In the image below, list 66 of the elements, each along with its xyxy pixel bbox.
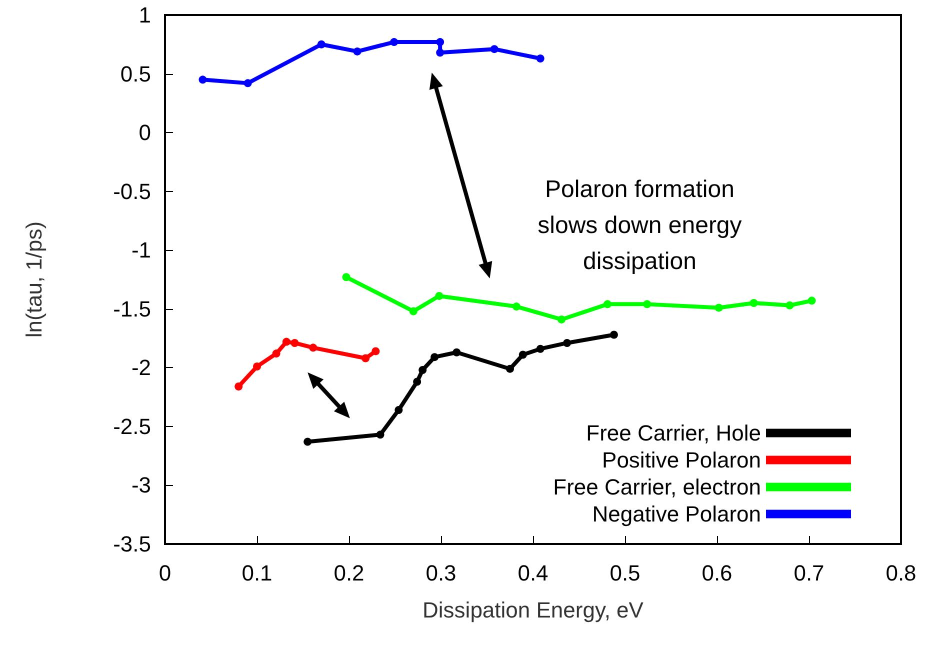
point xyxy=(304,438,312,446)
point xyxy=(394,406,403,414)
x-tick-label: 0.8 xyxy=(886,560,916,586)
point xyxy=(536,54,544,62)
legend-label: Negative Polaron xyxy=(592,502,761,526)
point xyxy=(372,347,380,356)
point xyxy=(376,430,384,439)
x-tick-label: 0.3 xyxy=(426,560,456,586)
point xyxy=(272,350,280,358)
point xyxy=(282,338,290,346)
point xyxy=(317,40,326,48)
legend-label: Positive Polaron xyxy=(602,448,761,472)
y-axis-title: ln(tau, 1/ps) xyxy=(22,221,46,338)
point xyxy=(234,382,243,390)
point xyxy=(518,350,527,359)
y-tick-label: -1 xyxy=(131,238,151,263)
point xyxy=(390,38,398,46)
point xyxy=(786,301,794,310)
legend-label: Free Carrier, Hole xyxy=(586,420,761,446)
point xyxy=(418,366,427,374)
point xyxy=(435,292,444,300)
point xyxy=(610,330,618,339)
x-axis-title: Dissipation Energy, eV xyxy=(422,598,644,622)
legend-label: Free Carrier, electron xyxy=(553,474,761,500)
point xyxy=(342,273,350,282)
point xyxy=(558,315,566,324)
point xyxy=(490,45,498,54)
x-tick-label: 0.2 xyxy=(334,560,364,586)
y-tick-label: 0.5 xyxy=(120,61,151,86)
y-tick-label: 0 xyxy=(138,120,151,146)
annotation: Polaron formation slows down energy dissipation xyxy=(538,176,742,275)
point xyxy=(362,354,370,362)
y-tick-label: -3 xyxy=(131,472,151,498)
x-tick-label: 0.5 xyxy=(610,560,640,586)
point xyxy=(198,76,207,84)
point xyxy=(506,364,514,373)
point xyxy=(512,302,520,311)
y-tick-label: -2.5 xyxy=(113,414,151,439)
point xyxy=(436,48,444,57)
point xyxy=(436,38,444,46)
point xyxy=(536,344,544,353)
x-tick-label: 0 xyxy=(158,560,172,586)
point xyxy=(643,300,652,308)
x-tick-label: 0.4 xyxy=(518,560,548,586)
point xyxy=(750,299,758,308)
x-tick-label: 0.7 xyxy=(794,560,824,586)
y-tick-label: -2 xyxy=(131,355,151,380)
point xyxy=(563,338,572,347)
point xyxy=(430,353,439,362)
point xyxy=(244,79,252,88)
point xyxy=(413,378,422,386)
point xyxy=(452,348,461,356)
point xyxy=(409,307,418,316)
y-tick-label: -3.5 xyxy=(113,532,151,556)
y-tick-label: -0.5 xyxy=(113,178,151,204)
y-tick-label: -1.5 xyxy=(113,296,151,322)
point xyxy=(309,344,318,352)
point xyxy=(353,47,362,56)
point xyxy=(808,296,816,305)
point xyxy=(253,362,261,370)
point xyxy=(604,300,612,308)
point xyxy=(714,304,723,312)
x-tick-label: 0.1 xyxy=(242,560,272,586)
x-tick-label: 0.6 xyxy=(702,560,732,586)
y-tick-label: 1 xyxy=(138,2,151,28)
point xyxy=(290,338,299,347)
